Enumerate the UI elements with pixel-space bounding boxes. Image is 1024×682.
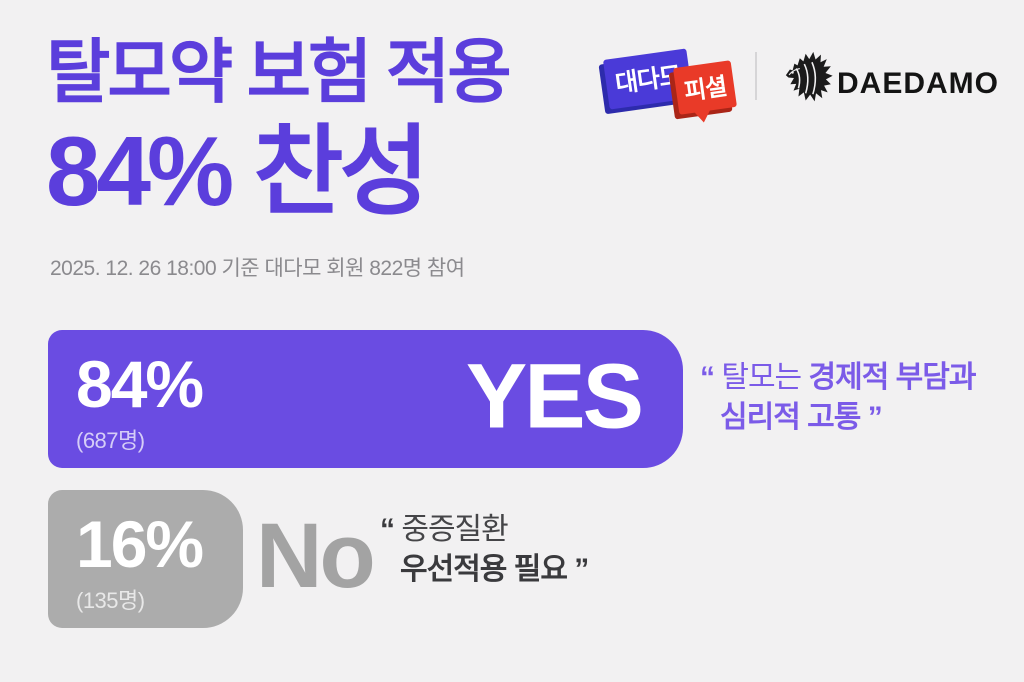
page-title: 탈모약 보험 적용 84% 찬성 <box>46 32 512 230</box>
daedamo-official-badge-right: 피셜 <box>673 60 738 115</box>
yes-quote-line1: “ 탈모는 경제적 부담과 <box>700 358 977 398</box>
no-vote-count: (135명) <box>76 588 145 613</box>
yes-quote-regular-text: 탈모는 <box>721 361 802 394</box>
logo-divider <box>755 52 757 100</box>
page-title-line2: 84% 찬성 <box>46 116 430 226</box>
brand-wordmark: DAEDAMO <box>837 67 999 100</box>
yes-percent: 84% <box>76 347 204 421</box>
no-quote: “ 중증질환 우선적용 필요 ” <box>380 510 589 590</box>
no-quote-bold-text: 우선적용 필요 <box>400 553 568 586</box>
no-quote-open-mark: “ <box>380 513 395 546</box>
yes-quote-line2: 심리적 고통 ” <box>700 398 975 438</box>
lion-head-icon <box>780 45 834 111</box>
page-title-line1: 탈모약 보험 적용 <box>46 33 512 111</box>
no-quote-regular-text: 중증질환 <box>401 513 508 546</box>
yes-result-bar: 84% (687명) YES <box>48 330 683 468</box>
no-percent: 16% <box>76 507 204 581</box>
no-quote-close-mark: ” <box>574 553 589 586</box>
yes-quote-close-mark: ” <box>867 401 883 434</box>
yes-quote-open-mark: “ <box>700 361 715 394</box>
no-answer-label: No <box>256 505 376 607</box>
no-quote-line2: 우선적용 필요 ” <box>380 550 589 590</box>
yes-quote: “ 탈모는 경제적 부담과 심리적 고통 ” <box>700 358 977 438</box>
yes-vote-count: (687명) <box>76 428 145 453</box>
no-quote-line1: “ 중증질환 <box>380 510 588 550</box>
yes-answer-label: YES <box>465 345 644 448</box>
no-result-bar: 16% (135명) <box>48 490 243 628</box>
poll-meta-subtitle: 2025. 12. 26 18:00 기준 대다모 회원 822명 참여 <box>50 257 465 280</box>
daedamo-brand-logo: DAEDAMO <box>780 42 999 114</box>
yes-quote-bold-text-1: 경제적 부담과 <box>808 361 977 394</box>
yes-quote-bold-text-2: 심리적 고통 <box>720 401 861 434</box>
